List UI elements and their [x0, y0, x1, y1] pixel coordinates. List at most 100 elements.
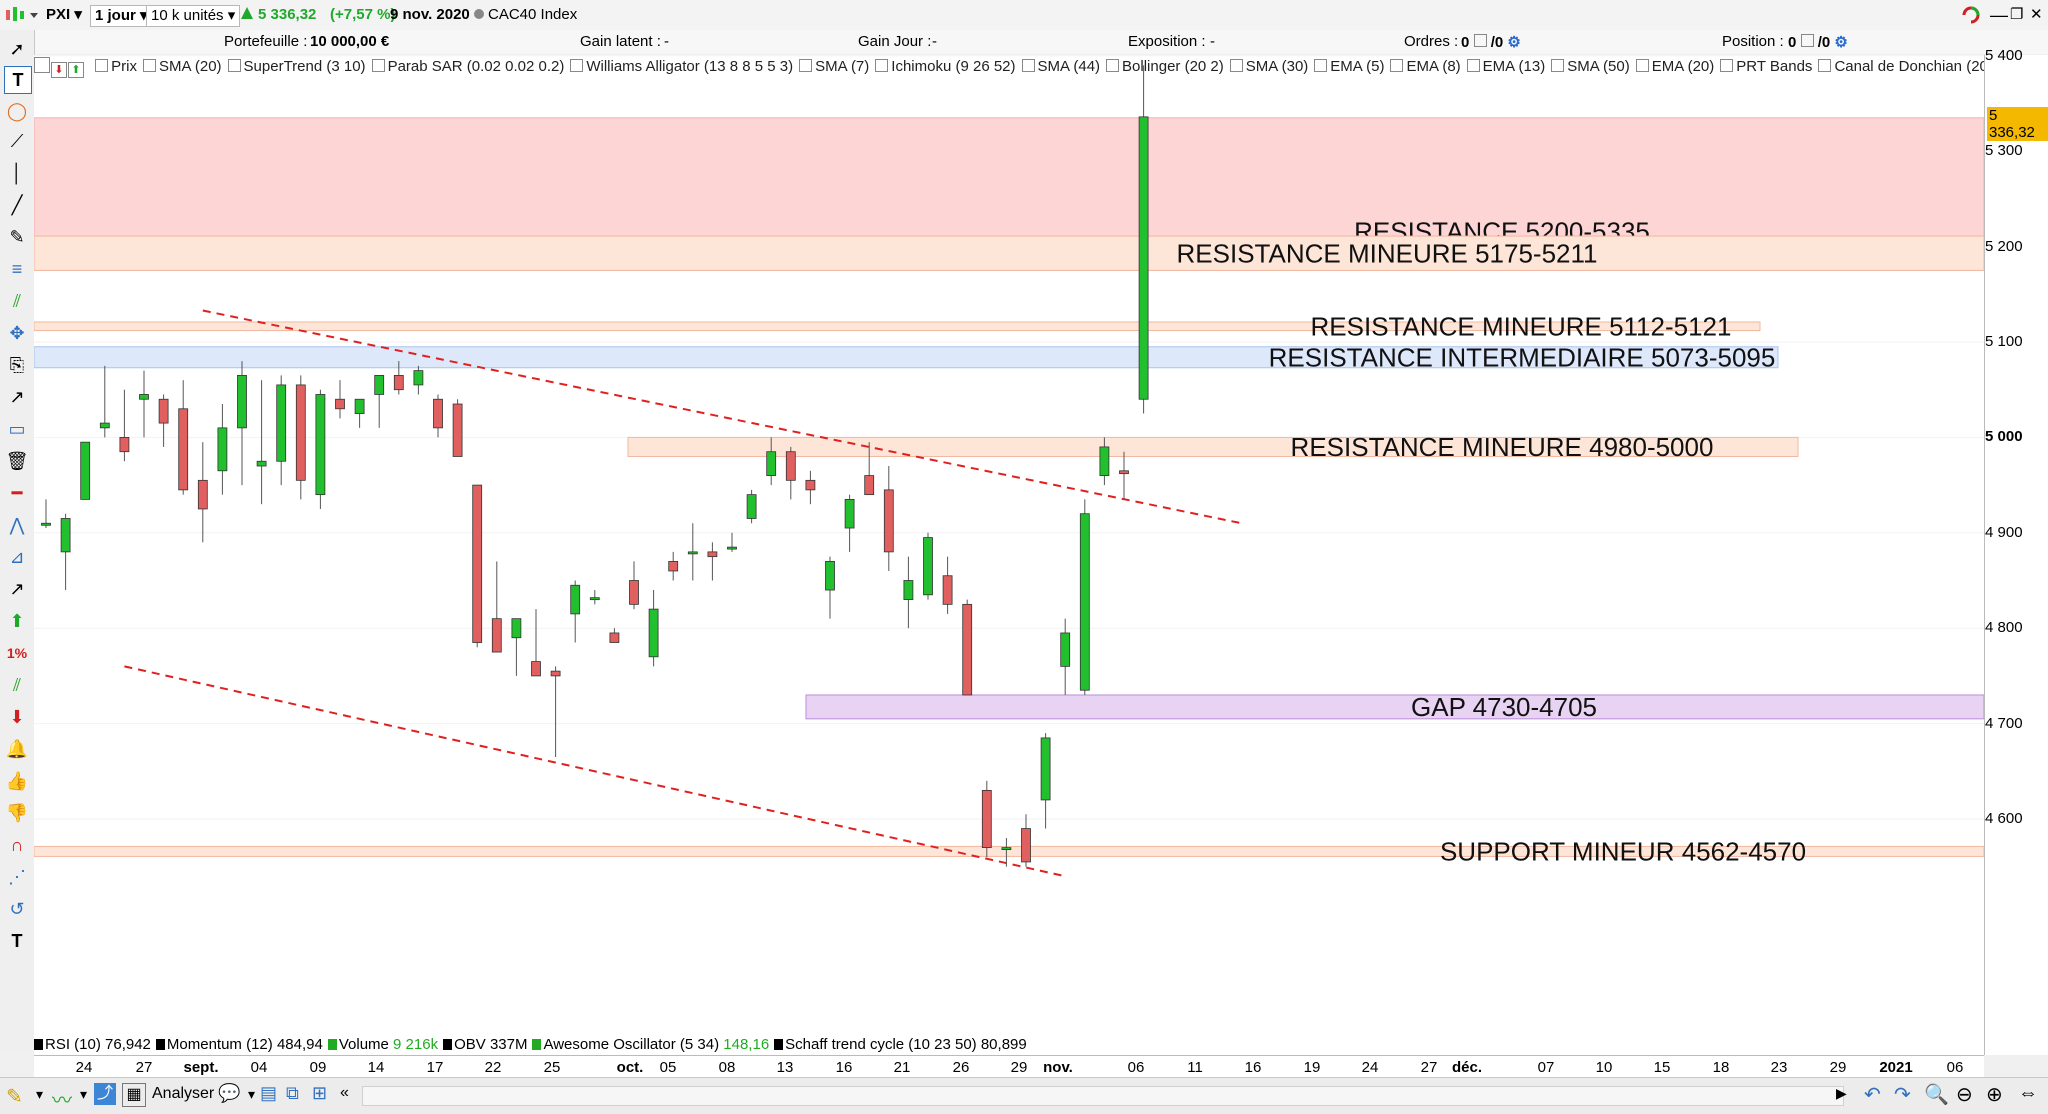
- text-small-icon[interactable]: T: [11, 931, 23, 951]
- undo-icon[interactable]: ↶: [1864, 1084, 1881, 1106]
- rectangle-icon[interactable]: ▭: [8, 419, 26, 439]
- screener-icon[interactable]: ▤: [260, 1083, 278, 1103]
- indicator-toggle[interactable]: Williams Alligator (13 8 8 5 5 3): [570, 58, 793, 75]
- text-icon[interactable]: T: [4, 66, 32, 94]
- pencil-icon[interactable]: ✎: [6, 1086, 23, 1108]
- chart-controls[interactable]: ⬇ ⬆: [34, 57, 85, 78]
- share-icon[interactable]: ⤴: [94, 1083, 116, 1105]
- brush-icon[interactable]: ✎: [9, 227, 25, 247]
- chart-canvas[interactable]: RESISTANCE 5409-5508RESISTANCE 5200-5335…: [33, 0, 1985, 1055]
- sub-indicator-tab[interactable]: Awesome Oscillator (5 34) 148,16: [532, 1036, 769, 1053]
- indicator-checkbox[interactable]: [1021, 59, 1035, 72]
- indicator-toggle[interactable]: SuperTrend (3 10): [227, 58, 366, 75]
- fit-icon[interactable]: ⇔: [2018, 1082, 2038, 1104]
- vertical-line-icon[interactable]: │: [11, 163, 23, 183]
- collapse-icon[interactable]: «: [340, 1084, 349, 1101]
- horizontal-scrollbar[interactable]: [362, 1086, 1844, 1106]
- ellipse-icon[interactable]: ◯: [6, 101, 28, 121]
- analyser-button[interactable]: Analyser: [152, 1085, 215, 1102]
- move-icon[interactable]: ✥: [9, 323, 25, 343]
- zoom-auto-icon[interactable]: 🔍: [1924, 1084, 1949, 1106]
- indicator-checkbox[interactable]: [1551, 59, 1565, 72]
- magnet-icon[interactable]: ∩: [10, 835, 24, 855]
- pointer-icon[interactable]: ➚: [9, 39, 25, 59]
- indicator-toggle[interactable]: EMA (20): [1635, 58, 1714, 75]
- ordres-settings-icon[interactable]: ⚙: [1507, 34, 1521, 51]
- arrow-tool-icon[interactable]: ↗: [9, 387, 25, 407]
- dropdown-icon-3[interactable]: ▾: [248, 1086, 256, 1102]
- indicator-checkbox[interactable]: [1314, 59, 1328, 72]
- zoom-in-icon[interactable]: ⊕: [1986, 1084, 2003, 1106]
- indicator-toggle[interactable]: PRT Bands: [1720, 58, 1812, 75]
- close-icon[interactable]: ✕: [2030, 6, 2043, 23]
- indicator-checkbox[interactable]: [143, 59, 157, 72]
- symbol-selector[interactable]: PXI ▾: [46, 6, 82, 23]
- indicator-toggle[interactable]: Prix: [95, 58, 137, 75]
- position-value[interactable]: 0 /0 ⚙: [1788, 34, 1848, 51]
- refresh-icon[interactable]: [1960, 5, 1982, 25]
- indicator-checkbox[interactable]: [371, 59, 385, 72]
- minimize-icon[interactable]: —: [1990, 5, 2008, 25]
- pattern-icon[interactable]: ⋀: [9, 515, 25, 535]
- indicator-toggle[interactable]: SMA (7): [799, 58, 869, 75]
- layout-icon[interactable]: ⊞: [312, 1083, 328, 1103]
- fibonacci-icon[interactable]: ≡: [11, 259, 23, 279]
- cycle-icon[interactable]: ↺: [9, 899, 25, 919]
- indicator-toggle[interactable]: EMA (13): [1466, 58, 1545, 75]
- chart-icon[interactable]: [4, 5, 44, 25]
- restore-icon[interactable]: ❐: [2010, 6, 2024, 23]
- indicator-toggle[interactable]: EMA (5): [1314, 58, 1384, 75]
- horizontal-line-icon[interactable]: ━: [11, 483, 23, 503]
- indicator-toggle[interactable]: SMA (20): [143, 58, 222, 75]
- indicator-checkbox[interactable]: [1720, 59, 1734, 72]
- indicator-checkbox[interactable]: [227, 59, 241, 72]
- indicator-checkbox[interactable]: [1106, 59, 1120, 72]
- arrow-up-icon[interactable]: ⬆: [9, 611, 25, 631]
- grid-icon[interactable]: ▦: [122, 1083, 146, 1107]
- timeframe-selector[interactable]: 1 jour ▾: [90, 5, 153, 27]
- sub-indicator-tab[interactable]: OBV 337M: [443, 1036, 527, 1053]
- chat-icon[interactable]: 💬: [218, 1083, 241, 1103]
- indicator-toggle[interactable]: Canal de Donchian (20): [1818, 58, 1993, 75]
- segment-icon[interactable]: ⟋: [10, 131, 24, 151]
- units-selector[interactable]: 10 k unités ▾: [146, 5, 241, 27]
- indicator-checkbox[interactable]: [1229, 59, 1243, 72]
- arrow-down-icon[interactable]: ⬇: [9, 707, 25, 727]
- indicator-toggle[interactable]: SMA (44): [1021, 58, 1100, 75]
- thumbs-down-icon[interactable]: 👎: [5, 803, 29, 823]
- thumbs-up-icon[interactable]: 👍: [5, 771, 29, 791]
- indicator-checkbox[interactable]: [1390, 59, 1404, 72]
- indicator-toggle[interactable]: Bollinger (20 2): [1106, 58, 1224, 75]
- indicator-checkbox[interactable]: [95, 59, 109, 72]
- zoom-out-icon[interactable]: ⊖: [1956, 1084, 1973, 1106]
- percent-icon[interactable]: 1%: [6, 645, 28, 661]
- compare-icon[interactable]: ⧉: [286, 1083, 299, 1103]
- trash-icon[interactable]: 🗑: [5, 451, 29, 471]
- indicator-checkbox[interactable]: [1635, 59, 1649, 72]
- indicator-toggle[interactable]: SMA (30): [1229, 58, 1308, 75]
- sub-indicator-tab[interactable]: RSI (10) 76,942: [34, 1036, 151, 1053]
- sub-indicator-tab[interactable]: Schaff trend cycle (10 23 50) 80,899: [774, 1036, 1027, 1053]
- indicator-toggle[interactable]: Parab SAR (0.02 0.02 0.2): [371, 58, 564, 75]
- indicator-checkbox[interactable]: [799, 59, 813, 72]
- indicator-checkbox[interactable]: [1818, 59, 1832, 72]
- scroll-right-icon[interactable]: ▶: [1836, 1085, 1847, 1101]
- line-chart-icon[interactable]: 〰: [52, 1090, 72, 1112]
- price-chart[interactable]: RESISTANCE 5409-5508RESISTANCE 5200-5335…: [33, 0, 1985, 1055]
- sub-indicator-tab[interactable]: Momentum (12) 484,94: [155, 1036, 323, 1053]
- position-settings-icon[interactable]: ⚙: [1834, 34, 1848, 51]
- copy-icon[interactable]: ⎘: [9, 355, 25, 375]
- trend-icon[interactable]: ⫽: [12, 675, 22, 695]
- indicator-toggle[interactable]: Ichimoku (9 26 52): [875, 58, 1016, 75]
- multi-line-icon[interactable]: ⋰: [8, 867, 26, 887]
- line-icon[interactable]: ╱: [11, 195, 23, 215]
- arrow-draw-icon[interactable]: ↗: [9, 579, 25, 599]
- date-axis[interactable]: 24 27 sept. 04 09 14 17 22 25 oct. 05 08 13 16 21 26 29 n…: [34, 1055, 1984, 1078]
- fib-fan-icon[interactable]: ⊿: [9, 547, 25, 567]
- channel-icon[interactable]: ⫽: [12, 291, 22, 311]
- ordres-value[interactable]: 0 /0 ⚙: [1461, 34, 1521, 51]
- indicator-checkbox[interactable]: [570, 59, 584, 72]
- dropdown-icon[interactable]: ▾: [36, 1086, 44, 1102]
- price-axis[interactable]: 4 600 4 700 4 800 4 900 5 000 5 100 5 200 5 300…: [1984, 47, 2048, 1055]
- bell-icon[interactable]: 🔔: [5, 739, 29, 759]
